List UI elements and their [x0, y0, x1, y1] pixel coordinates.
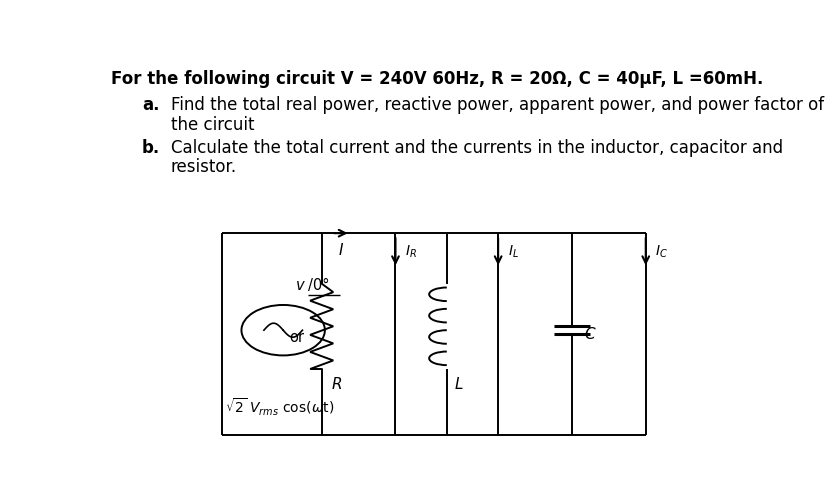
- Text: Calculate the total current and the currents in the inductor, capacitor and: Calculate the total current and the curr…: [170, 139, 782, 157]
- Text: /0°: /0°: [307, 278, 328, 293]
- Text: I: I: [338, 243, 342, 258]
- Text: C: C: [584, 327, 595, 342]
- Text: $\sqrt{2}$ $V_{rms}$ cos($\omega$t): $\sqrt{2}$ $V_{rms}$ cos($\omega$t): [225, 396, 334, 417]
- Text: resistor.: resistor.: [170, 158, 237, 176]
- Text: L: L: [454, 377, 462, 392]
- Text: $I_L$: $I_L$: [507, 243, 518, 260]
- Text: $I_R$: $I_R$: [404, 243, 417, 260]
- Text: For the following circuit V = 240V 60Hz, R = 20Ω, C = 40μF, L =60mH.: For the following circuit V = 240V 60Hz,…: [111, 70, 762, 88]
- Text: Find the total real power, reactive power, apparent power, and power factor of: Find the total real power, reactive powe…: [170, 96, 823, 114]
- Text: or: or: [289, 331, 304, 345]
- Text: the circuit: the circuit: [170, 115, 254, 134]
- Text: $I_C$: $I_C$: [655, 243, 667, 260]
- Text: v: v: [296, 278, 304, 293]
- Text: R: R: [331, 377, 342, 392]
- Text: b.: b.: [142, 139, 160, 157]
- Text: a.: a.: [142, 96, 160, 114]
